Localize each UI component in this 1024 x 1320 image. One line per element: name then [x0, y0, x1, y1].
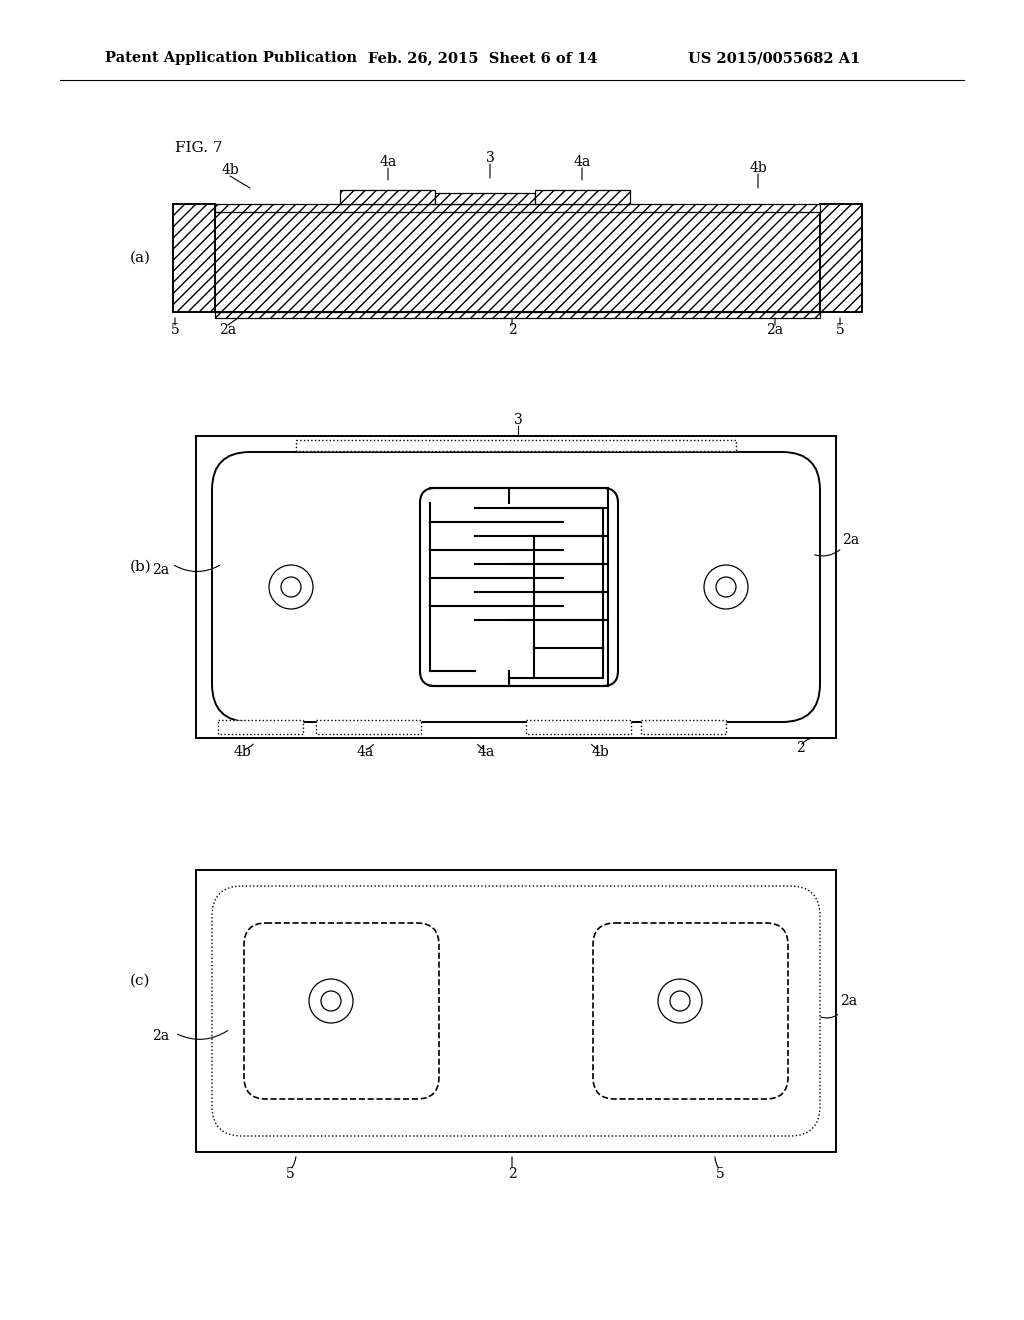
Text: 3: 3 — [485, 150, 495, 165]
Text: 5: 5 — [716, 1167, 724, 1181]
Text: 2: 2 — [508, 1167, 516, 1181]
Text: 5: 5 — [171, 323, 179, 337]
Bar — [526, 719, 631, 734]
Text: 2a: 2a — [152, 564, 169, 577]
Text: 2a: 2a — [842, 533, 859, 546]
Bar — [296, 440, 736, 451]
Text: 2a: 2a — [152, 1030, 169, 1043]
Bar — [340, 190, 435, 205]
Text: 2a: 2a — [219, 323, 237, 337]
Bar — [820, 205, 862, 312]
Text: 2: 2 — [508, 323, 516, 337]
Text: 4a: 4a — [477, 744, 495, 759]
Bar — [215, 312, 820, 318]
Text: (c): (c) — [130, 974, 151, 987]
FancyBboxPatch shape — [593, 923, 788, 1100]
Text: (b): (b) — [130, 560, 152, 574]
FancyBboxPatch shape — [212, 886, 820, 1137]
Text: 2a: 2a — [840, 994, 857, 1008]
Text: 2: 2 — [796, 741, 805, 755]
Bar — [215, 205, 820, 213]
Bar — [535, 190, 630, 205]
Text: 3: 3 — [514, 413, 522, 426]
Bar — [435, 193, 535, 205]
Bar — [196, 436, 836, 738]
Text: 4a: 4a — [379, 154, 396, 169]
Bar — [218, 719, 303, 734]
Bar — [215, 210, 820, 312]
Text: (a): (a) — [130, 251, 151, 265]
FancyBboxPatch shape — [212, 451, 820, 722]
Bar — [435, 193, 535, 205]
Bar — [820, 205, 862, 312]
Bar — [196, 870, 836, 1152]
Text: Patent Application Publication: Patent Application Publication — [105, 51, 357, 65]
FancyBboxPatch shape — [244, 923, 439, 1100]
Text: 4b: 4b — [591, 744, 609, 759]
Bar — [316, 719, 421, 734]
Bar — [173, 205, 215, 312]
Bar — [215, 312, 820, 318]
Bar — [173, 205, 215, 312]
Bar — [641, 719, 726, 734]
Text: Feb. 26, 2015  Sheet 6 of 14: Feb. 26, 2015 Sheet 6 of 14 — [368, 51, 597, 65]
Text: 4a: 4a — [356, 744, 374, 759]
Text: 5: 5 — [836, 323, 845, 337]
Text: US 2015/0055682 A1: US 2015/0055682 A1 — [688, 51, 860, 65]
Text: 4b: 4b — [750, 161, 767, 176]
Bar — [535, 190, 630, 205]
Bar — [215, 210, 820, 312]
Text: 4a: 4a — [573, 154, 591, 169]
Text: FIG. 7: FIG. 7 — [175, 141, 222, 154]
Text: 2a: 2a — [766, 323, 783, 337]
Bar — [215, 205, 820, 213]
Bar — [340, 190, 435, 205]
Text: 4b: 4b — [233, 744, 251, 759]
Text: 4b: 4b — [221, 162, 239, 177]
FancyBboxPatch shape — [420, 488, 618, 686]
Text: 5: 5 — [286, 1167, 294, 1181]
